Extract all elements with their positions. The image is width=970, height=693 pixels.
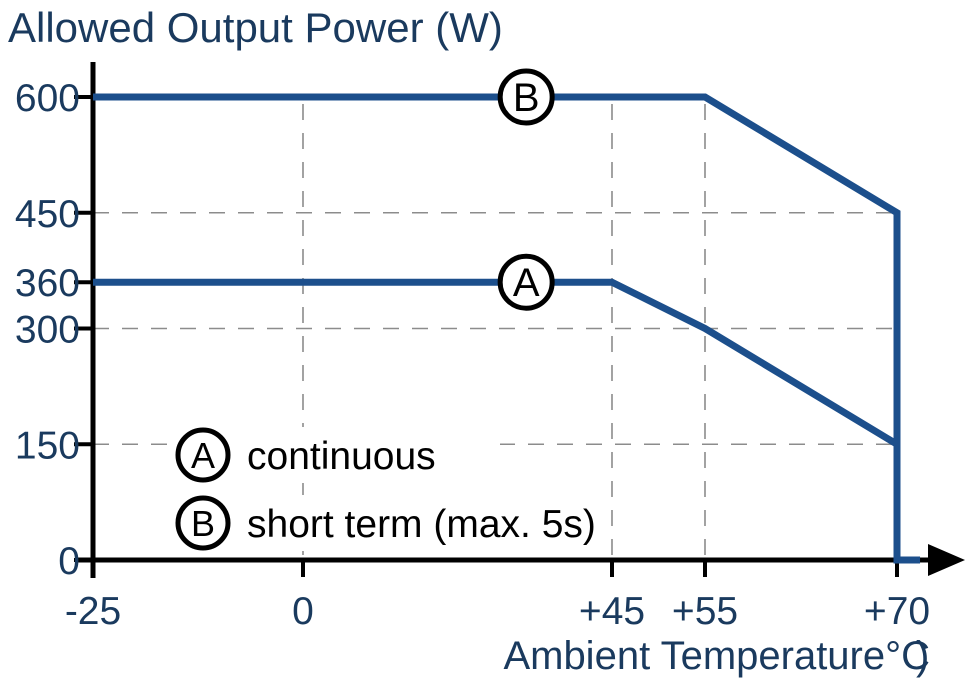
x-tick-label-+55: +55 <box>672 590 738 633</box>
y-tick-label-0: 0 <box>58 540 80 583</box>
curve-marker-circle-B <box>497 68 555 126</box>
grid-layer <box>93 104 897 560</box>
x-axis-label: Ambient Temperature°C <box>503 634 930 678</box>
legend-symbol-circle-B <box>175 495 231 551</box>
curve-A <box>93 278 899 448</box>
y-tick-label-150: 150 <box>15 424 80 467</box>
x-tick-label-+45: +45 <box>579 590 645 633</box>
x-tick-label-0: 0 <box>292 590 314 633</box>
legend-label-A: continuous <box>247 435 436 478</box>
y-tick-label-360: 360 <box>15 262 80 305</box>
legend-label-B: short term (max. 5s) <box>247 503 596 546</box>
marker-layer: BA <box>497 68 555 311</box>
y-tick-label-300: 300 <box>15 309 80 352</box>
y-tick-label-600: 600 <box>15 77 80 120</box>
curve-marker-letter-B: B <box>513 76 540 120</box>
x-axis-label-paren: ) <box>916 634 929 678</box>
x-tick-label-+70: +70 <box>864 590 930 633</box>
axis-layer <box>78 62 965 578</box>
curve-marker-letter-A: A <box>513 261 540 305</box>
legend-symbol-circle-A <box>175 427 231 483</box>
chart-title: Allowed Output Power (W) <box>8 4 503 51</box>
legend-symbol-letter-A: A <box>191 435 215 476</box>
legend-symbol-letter-B: B <box>191 503 215 544</box>
x-axis-arrow-icon <box>928 544 965 576</box>
y-tick-label-450: 450 <box>15 193 80 236</box>
x-tick-label--25: -25 <box>65 590 121 633</box>
curve-marker-circle-A <box>497 253 555 311</box>
